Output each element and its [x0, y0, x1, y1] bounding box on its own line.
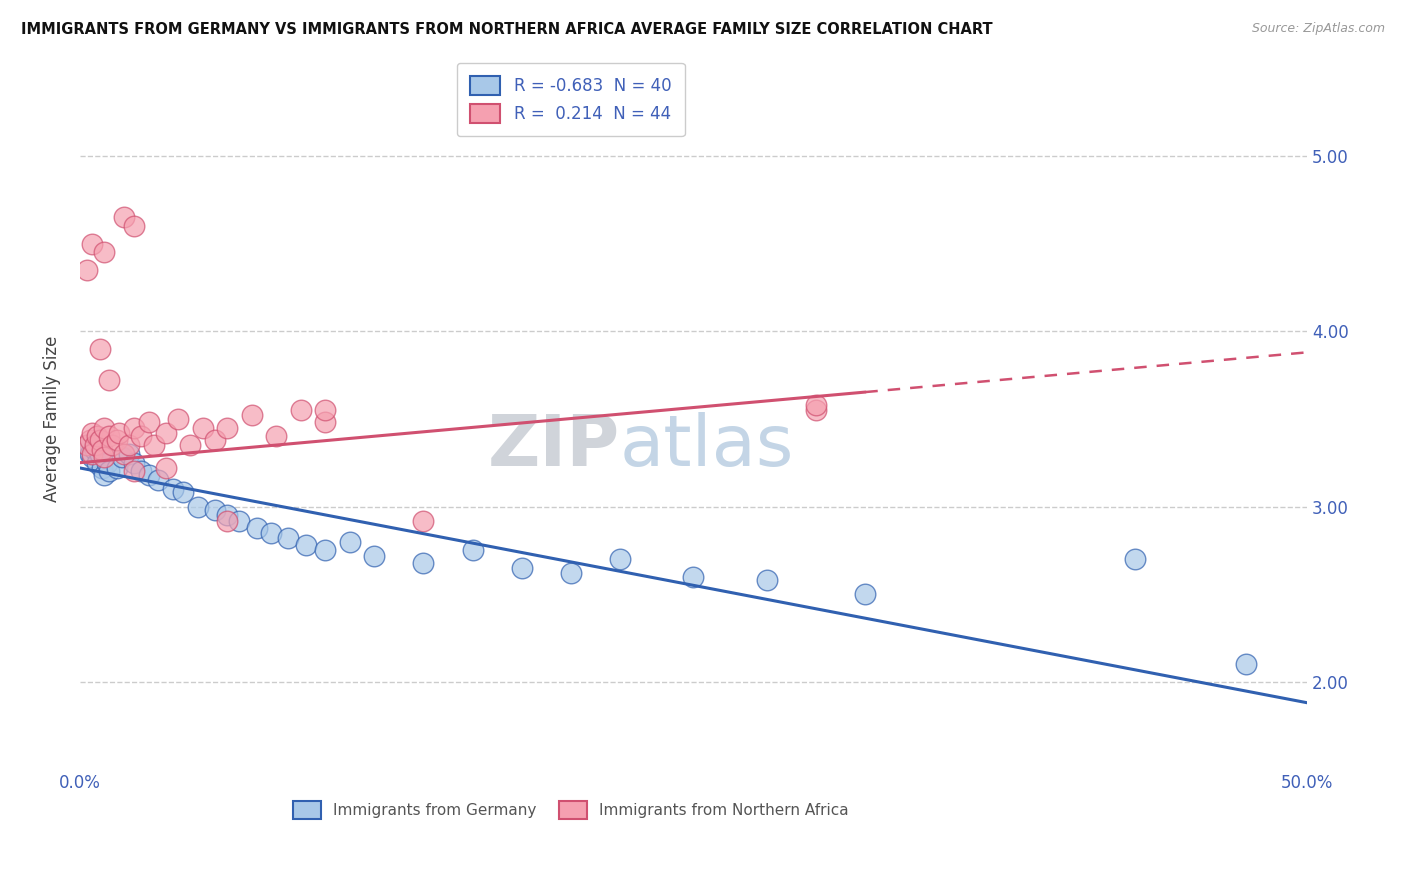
Point: [412, 556, 434, 570]
Point: [217, 420, 239, 434]
Point: [560, 566, 582, 580]
Point: [82, 447, 104, 461]
Point: [277, 531, 299, 545]
Point: [98, 373, 121, 387]
Point: [162, 482, 184, 496]
Point: [264, 429, 287, 443]
Point: [412, 514, 434, 528]
Point: [142, 438, 165, 452]
Point: [682, 569, 704, 583]
Point: [122, 465, 145, 479]
Point: [314, 543, 336, 558]
Point: [110, 450, 132, 465]
Point: [76, 438, 98, 452]
Point: [155, 461, 177, 475]
Point: [314, 403, 336, 417]
Point: [155, 425, 177, 440]
Point: [89, 447, 111, 461]
Point: [806, 398, 828, 412]
Point: [86, 429, 108, 443]
Point: [187, 500, 209, 514]
Point: [79, 433, 101, 447]
Point: [339, 534, 361, 549]
Point: [79, 447, 101, 461]
Point: [138, 467, 160, 482]
Point: [82, 236, 104, 251]
Point: [129, 429, 152, 443]
Point: [228, 514, 250, 528]
Point: [240, 409, 263, 423]
Point: [122, 219, 145, 234]
Point: [191, 420, 214, 434]
Point: [105, 433, 128, 447]
Point: [217, 514, 239, 528]
Point: [112, 211, 135, 225]
Point: [217, 508, 239, 523]
Point: [853, 587, 876, 601]
Point: [91, 461, 114, 475]
Point: [98, 465, 121, 479]
Point: [83, 443, 105, 458]
Point: [89, 342, 111, 356]
Point: [93, 245, 115, 260]
Point: [260, 525, 283, 540]
Point: [245, 520, 267, 534]
Y-axis label: Average Family Size: Average Family Size: [44, 335, 60, 502]
Legend: Immigrants from Germany, Immigrants from Northern Africa: Immigrants from Germany, Immigrants from…: [287, 795, 855, 825]
Point: [101, 438, 124, 452]
Point: [179, 438, 201, 452]
Point: [294, 538, 316, 552]
Point: [167, 412, 190, 426]
Point: [122, 420, 145, 434]
Point: [122, 456, 145, 470]
Point: [1123, 552, 1146, 566]
Point: [105, 461, 128, 475]
Point: [82, 450, 104, 465]
Point: [93, 450, 115, 465]
Point: [609, 552, 631, 566]
Point: [96, 456, 118, 470]
Text: IMMIGRANTS FROM GERMANY VS IMMIGRANTS FROM NORTHERN AFRICA AVERAGE FAMILY SIZE C: IMMIGRANTS FROM GERMANY VS IMMIGRANTS FR…: [21, 22, 993, 37]
Point: [806, 403, 828, 417]
Text: atlas: atlas: [620, 412, 794, 482]
Point: [82, 425, 104, 440]
Text: Source: ZipAtlas.com: Source: ZipAtlas.com: [1251, 22, 1385, 36]
Point: [129, 465, 152, 479]
Point: [108, 425, 131, 440]
Point: [756, 573, 779, 587]
Point: [204, 503, 226, 517]
Point: [204, 433, 226, 447]
Point: [363, 549, 385, 563]
Point: [86, 456, 108, 470]
Point: [138, 416, 160, 430]
Text: ZIP: ZIP: [488, 412, 620, 482]
Point: [148, 473, 170, 487]
Point: [510, 561, 533, 575]
Point: [314, 416, 336, 430]
Point: [112, 447, 135, 461]
Point: [118, 447, 141, 461]
Point: [172, 485, 194, 500]
Point: [76, 438, 98, 452]
Point: [1234, 657, 1257, 672]
Point: [89, 433, 111, 447]
Point: [461, 543, 484, 558]
Point: [290, 403, 312, 417]
Point: [76, 263, 98, 277]
Point: [118, 438, 141, 452]
Point: [83, 438, 105, 452]
Point: [93, 467, 115, 482]
Point: [91, 443, 114, 458]
Point: [98, 429, 121, 443]
Point: [93, 420, 115, 434]
